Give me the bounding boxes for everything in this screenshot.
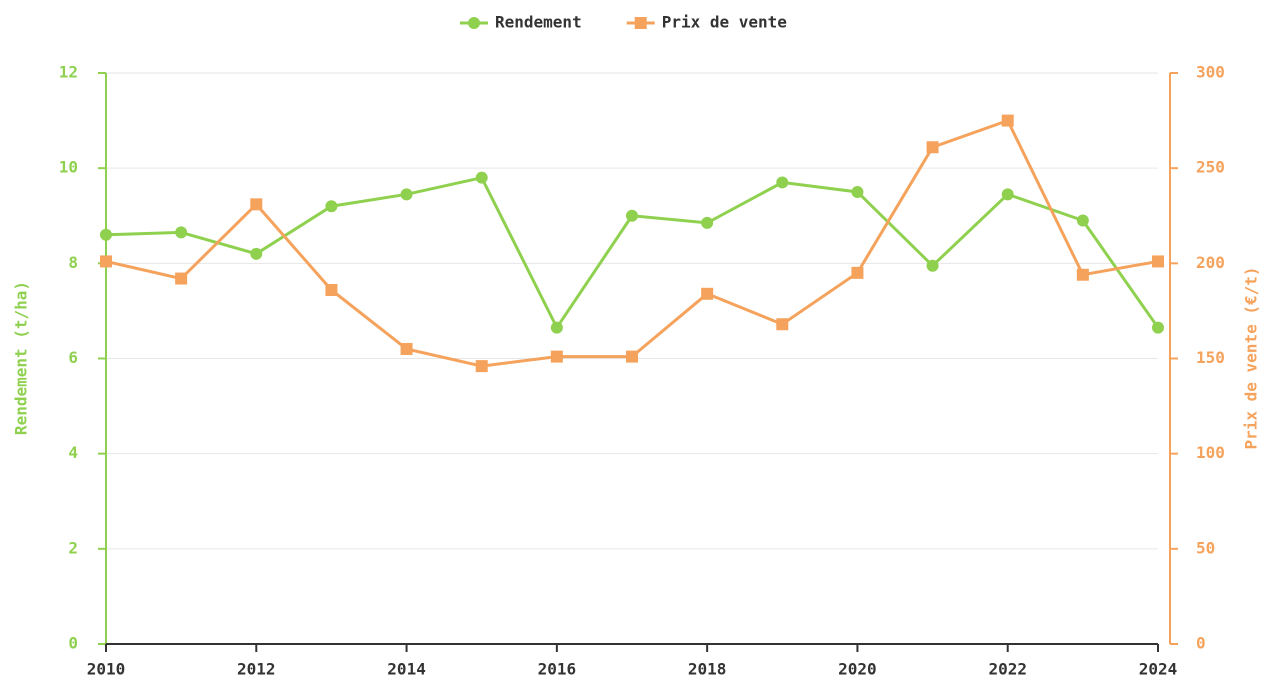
y-tick-label: 12 — [59, 63, 78, 82]
point — [626, 350, 638, 363]
y2-tick-label: 250 — [1196, 158, 1225, 177]
point — [400, 342, 413, 355]
y2-tick-label: 150 — [1196, 348, 1225, 367]
point — [776, 176, 789, 189]
legend-marker — [468, 17, 480, 29]
point — [400, 188, 413, 201]
y-tick-label: 0 — [68, 634, 78, 653]
point — [175, 272, 188, 285]
y-tick-label: 2 — [68, 538, 78, 557]
x-tick-label: 2018 — [688, 660, 727, 679]
x-tick-label: 2024 — [1139, 660, 1178, 679]
point — [1076, 268, 1089, 281]
point — [626, 209, 638, 222]
point — [550, 350, 563, 363]
point — [1001, 114, 1014, 127]
x-tick-label: 2016 — [538, 660, 577, 679]
legend-label: Prix de vente — [662, 13, 787, 32]
point — [325, 200, 338, 213]
point — [550, 321, 563, 334]
x-tick-label: 2010 — [87, 660, 126, 679]
point — [851, 185, 864, 198]
y-tick-label: 6 — [68, 348, 78, 367]
point — [851, 266, 864, 279]
point — [1076, 214, 1089, 227]
y2-tick-label: 50 — [1196, 538, 1215, 557]
point — [100, 228, 112, 241]
point — [250, 198, 263, 211]
point — [475, 360, 488, 373]
y2-tick-label: 300 — [1196, 63, 1225, 82]
point — [250, 247, 263, 260]
point — [701, 216, 714, 229]
x-tick-label: 2014 — [387, 660, 426, 679]
series-line — [105, 175, 1160, 331]
point — [1001, 188, 1014, 201]
y-tick-label: 4 — [68, 443, 78, 462]
x-tick-label: 2022 — [988, 660, 1027, 679]
point — [926, 259, 939, 272]
point — [475, 171, 488, 184]
legend-marker — [634, 17, 647, 29]
legend-label: Rendement — [495, 13, 582, 32]
point — [325, 283, 338, 296]
point — [175, 226, 188, 239]
point — [701, 287, 714, 300]
y-tick-label: 8 — [68, 253, 78, 272]
point — [100, 255, 112, 268]
y-tick-label: 10 — [59, 158, 78, 177]
y2-tick-label: 100 — [1196, 443, 1225, 462]
y2-tick-label: 200 — [1196, 253, 1225, 272]
y-axis-title: Rendement (t/ha) — [12, 281, 31, 435]
x-tick-label: 2020 — [838, 660, 877, 679]
point — [776, 318, 789, 331]
point — [1152, 255, 1164, 268]
series-line — [105, 118, 1159, 368]
x-tick-label: 2012 — [237, 660, 276, 679]
y2-axis-title: Prix de vente (€/t) — [1242, 266, 1261, 449]
y2-tick-label: 0 — [1196, 634, 1206, 653]
point — [1152, 321, 1164, 334]
point — [926, 141, 939, 154]
